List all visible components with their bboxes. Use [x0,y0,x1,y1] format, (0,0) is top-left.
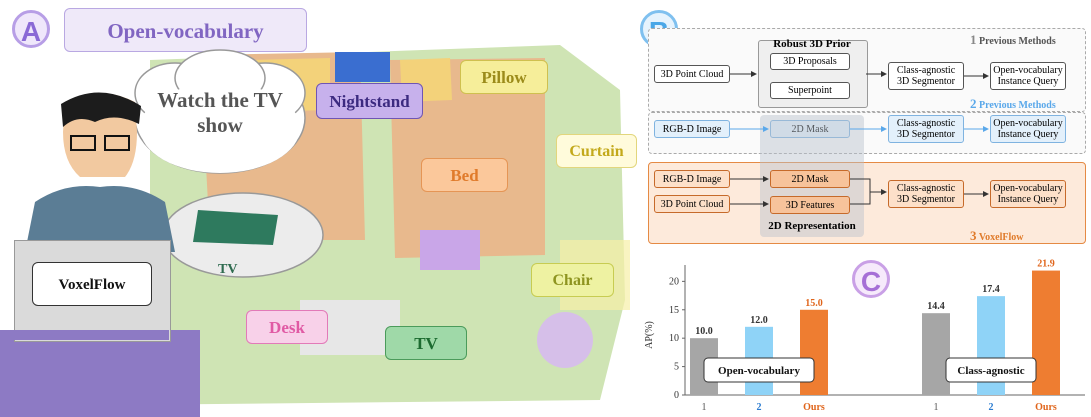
row1-input: 3D Point Cloud [654,65,730,83]
panel-c-badge: C [852,260,890,298]
nightstand-object [335,52,390,82]
bar-value-label: 10.0 [695,326,713,337]
row3-query: Open-vocabulary Instance Query [990,180,1066,208]
x-tick-label: 2 [989,402,994,413]
row1-superpoint: Superpoint [770,82,850,99]
row3-mask: 2D Mask [770,170,850,188]
tv-cloud [162,192,324,278]
tag-chair: Chair [531,263,614,297]
pipeline-arrows [730,71,989,207]
group-label-box [703,357,815,383]
ap-bar-chart: 0 5 10 15 20 AP(%) 10.0 1 12.0 2 15.0 Ours Open-voca… [644,259,1085,413]
results-panel: C 0 5 10 15 20 AP(%) 10.0 1 12.0 2 15.0 Ours Open-vo… [640,250,1091,417]
thought-text: Watch the TV show [157,88,283,138]
bar-ours [1032,270,1060,395]
x-tick-label: 1 [934,402,939,413]
row3-representation: 2D Representation [768,220,856,232]
row2-legend-text: Previous Methods [979,100,1056,111]
bar-value-label: 21.9 [1037,259,1055,270]
person-shadow [0,330,200,417]
chair-round-object [537,312,593,368]
tag-bed: Bed [421,158,508,192]
tag-curtain: Curtain [556,134,637,168]
group-label-box [945,357,1037,383]
bar-value-label: 17.4 [982,284,1000,295]
row3-input1: RGB-D Image [654,170,730,188]
tag-nightstand: Nightstand [316,83,423,119]
row3-features: 3D Features [770,196,850,214]
row1-segmentor: Class-agnostic 3D Segmentor [888,62,964,90]
group-label: Open-vocabulary [718,365,800,377]
row3-input2: 3D Point Cloud [654,195,730,213]
panel-a-badge: A [12,10,50,48]
x-tick-label: 1 [702,402,707,413]
row2-legend-num: 2 [970,96,977,111]
row2-mask: 2D Mask [770,120,850,138]
chair-object [420,230,480,270]
y-tick-label: 10 [669,333,679,344]
row1-legend: 1 Previous Methods [970,32,1056,48]
y-tick-label: 0 [674,390,679,401]
thought-cloud [134,49,306,174]
x-tick-label: Ours [803,402,825,413]
x-tick-label: 2 [757,402,762,413]
row1-legend-text: Previous Methods [979,36,1056,47]
arrow-r3-3 [850,178,886,205]
laptop-base [14,330,169,340]
row2-segmentor: Class-agnostic 3D Segmentor [888,115,964,143]
tag-tv: TV [385,326,467,360]
row1-query: Open-vocabulary Instance Query [990,62,1066,90]
y-tick-label: 15 [669,305,679,316]
row3-segmentor: Class-agnostic 3D Segmentor [888,180,964,208]
voxelflow-label: VoxelFlow [32,262,152,306]
y-tick-label: 5 [674,362,679,373]
row2-legend: 2 Previous Methods [970,96,1056,112]
row3-legend-text: VoxelFlow [978,232,1024,243]
bar-value-label: 14.4 [927,301,945,312]
pipeline-panel: B Robust 3D Prior 3D Point Cloud 3D Prop… [640,0,1091,250]
tv-bubble-label: TV [218,262,238,277]
x-tick-label: Ours [1035,402,1057,413]
row3-legend-num: 3 [970,228,977,243]
panel-a-title: Open-vocabulary [64,8,307,52]
row3-legend: 3 VoxelFlow [970,228,1023,244]
person-figure [25,92,175,252]
prior-title: Robust 3D Prior [773,38,851,50]
row1-proposals: 3D Proposals [770,53,850,70]
bar-value-label: 12.0 [750,315,768,326]
tag-desk: Desk [246,310,328,344]
group-label: Class-agnostic [957,365,1024,377]
bar-value-label: 15.0 [805,298,823,309]
row2-query: Open-vocabulary Instance Query [990,115,1066,143]
y-tick-label: 20 [669,276,679,287]
scene-panel: A Open-vocabulary Watch the TV show TV V… [0,8,637,417]
bar-1 [922,313,950,395]
row1-legend-num: 1 [970,32,977,47]
y-axis-label: AP(%) [644,321,655,349]
row2-input: RGB-D Image [654,120,730,138]
tag-pillow: Pillow [460,60,548,94]
